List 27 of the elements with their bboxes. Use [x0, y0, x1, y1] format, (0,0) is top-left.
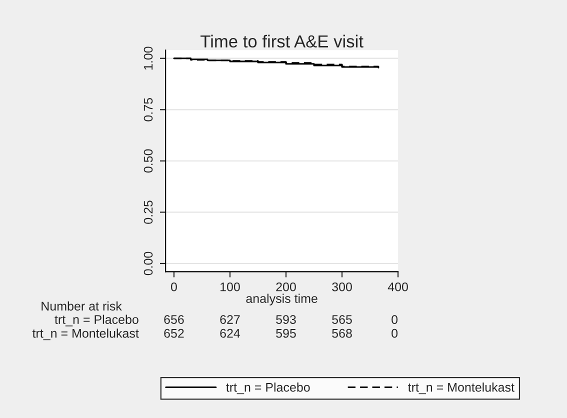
- text: trt_n = Montelukast: [32, 328, 139, 340]
- y-tick-label: 1.00: [144, 46, 153, 70]
- y-tick-label: 0.50: [144, 149, 153, 173]
- legend-label: trt_n = Montelukast: [408, 382, 514, 394]
- x-tick-label: 100: [220, 282, 240, 292]
- text: 595: [276, 328, 296, 338]
- y-tick-label: 0.00: [144, 252, 153, 276]
- text: 568: [332, 328, 352, 338]
- text: 0: [392, 328, 398, 338]
- x-axis-title: analysis time: [246, 294, 318, 306]
- x-tick-label: 400: [388, 282, 408, 292]
- chart-title: Time to first A&E visit: [200, 34, 364, 48]
- text: 656: [164, 315, 184, 324]
- text: 565: [332, 315, 352, 324]
- x-tick-label: 0: [170, 282, 177, 292]
- text: 627: [220, 315, 240, 324]
- y-tick-label: 0.75: [144, 98, 153, 122]
- text: 624: [220, 328, 240, 338]
- text: 593: [276, 315, 296, 324]
- legend-label: trt_n = Placebo: [226, 382, 310, 394]
- text: Number at risk: [42, 301, 122, 311]
- text: 0: [392, 315, 398, 324]
- x-tick-label: 300: [332, 282, 352, 292]
- y-tick-label: 0.25: [144, 200, 153, 224]
- x-tick-label: 200: [276, 282, 296, 292]
- text: 652: [164, 328, 184, 338]
- text: trt_n = Placebo: [54, 314, 138, 326]
